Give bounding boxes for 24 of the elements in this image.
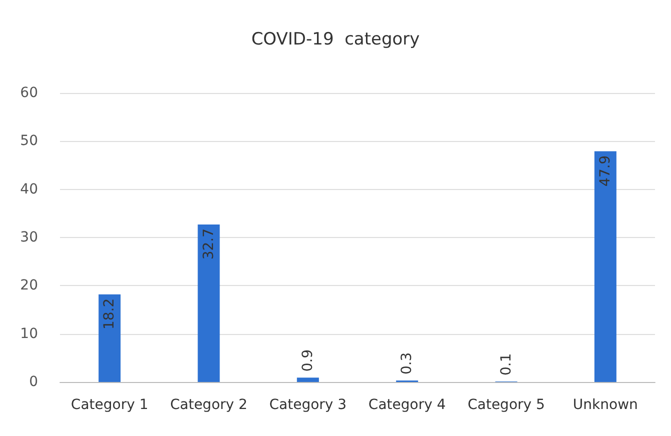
y-tick-label: 20	[20, 278, 38, 294]
data-label: 18.2	[102, 298, 118, 330]
y-tick-label: 50	[20, 133, 38, 150]
data-label: 32.7	[200, 228, 217, 260]
x-tick-label: Unknown	[572, 397, 638, 413]
y-tick-label: 40	[20, 181, 38, 198]
y-tick-label: 10	[20, 326, 38, 342]
data-label: 0.3	[399, 352, 416, 375]
data-label: 0.1	[498, 353, 514, 376]
x-tick-label: Category 2	[170, 397, 248, 413]
x-tick-label: Category 3	[269, 397, 347, 413]
bar	[98, 294, 121, 382]
bar	[296, 378, 319, 382]
bar	[594, 151, 616, 382]
x-tick-label: Category 1	[70, 397, 148, 413]
bar	[198, 224, 220, 382]
y-tick-label: 60	[20, 85, 38, 101]
x-tick-label: Category 4	[368, 397, 446, 413]
chart-title: COVID-19 category	[251, 30, 420, 50]
y-tick-label: 0	[29, 374, 38, 390]
y-tick-label: 30	[20, 230, 38, 246]
data-label: 47.9	[597, 155, 614, 186]
data-label: 0.9	[300, 349, 316, 372]
x-tick-label: Category 5	[468, 397, 545, 413]
